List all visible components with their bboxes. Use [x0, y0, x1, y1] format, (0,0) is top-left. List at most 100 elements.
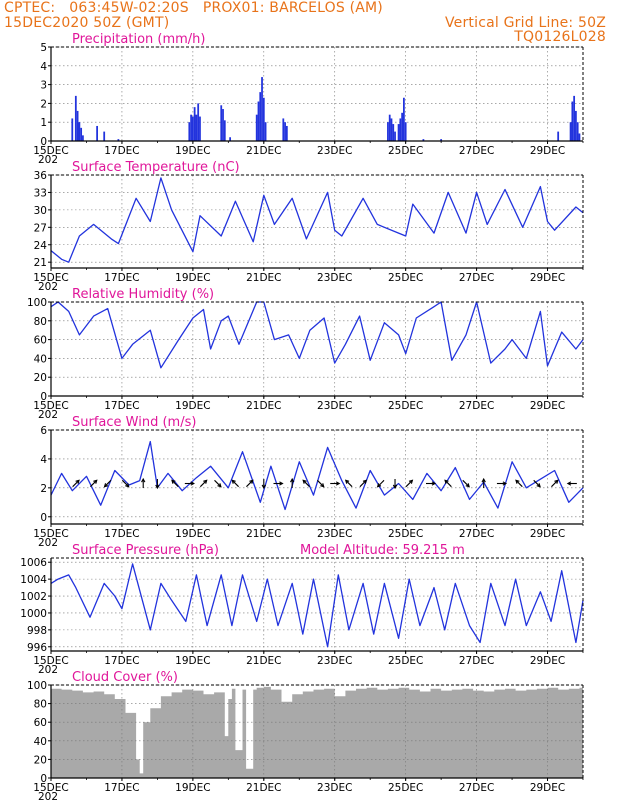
panel-1-bar-29 [387, 122, 389, 141]
panel-4-wind-arrow-19 [359, 479, 367, 488]
panel-4-wind-arrow-head-1 [93, 479, 98, 484]
panel-5-ytick-1: 998 [27, 625, 47, 637]
panel-4-wind-arrow-head-6 [171, 479, 176, 484]
panel-4-wind-arrow-head-24 [444, 479, 449, 484]
panel-1-plot-area [51, 47, 583, 141]
panel-1-bar-1 [74, 95, 77, 141]
panel-1-bar-37 [403, 97, 405, 141]
panel-6-ytick-4: 80 [34, 699, 47, 711]
panel-4-wind-arrow-head-4 [141, 477, 146, 483]
panel-1-year-fragment: 202 [38, 154, 58, 166]
header-line1: CPTEC: 063:45W-02:20S PROX01: BARCELOS (… [4, 0, 383, 16]
panel-4-wind-arrow-head-8 [203, 479, 208, 484]
panel-1-bar-30 [388, 114, 391, 141]
panel-4-wind-arrow-16 [316, 479, 325, 488]
panel-1-bar-25 [264, 122, 267, 141]
panel-1-xtick-4: 23DEC [317, 145, 352, 157]
panel-5-xtick-4: 23DEC [317, 655, 352, 667]
panel-6-title: Cloud Cover (%) [72, 670, 178, 685]
panel-5-ytick-2: 1000 [20, 608, 47, 620]
panel-4-wind-arrow-head-3 [125, 483, 130, 488]
panel-4-wind-arrow-9 [214, 479, 222, 488]
panel-1-bar-43 [571, 101, 574, 141]
panel-2-xtick-2: 19DEC [175, 272, 210, 284]
panel-4-wind-arrow-head-12 [261, 484, 266, 490]
panel-4-ytick-0: 0 [40, 512, 47, 524]
panel-3-ytick-0: 0 [40, 391, 47, 403]
panel-4-wind-arrow-head-21 [392, 484, 398, 490]
panel-4-xtick-5: 25DEC [388, 528, 423, 540]
panel-1-bar-20 [255, 114, 258, 141]
panel-1-bar-34 [397, 124, 400, 141]
panel-6-ytick-5: 100 [27, 680, 47, 692]
panel-4-wind-arrow-head-11 [249, 479, 254, 484]
panel-1-ytick-4: 4 [40, 61, 47, 73]
panel-3-ytick-4: 80 [34, 316, 47, 328]
panel-4-wind-arrow-head-13 [279, 481, 284, 486]
panel-1-bar-15 [199, 116, 201, 141]
panel-5-plot-area [51, 558, 583, 651]
panel-1-bar-0 [71, 118, 74, 141]
panel-4-year-fragment: 202 [38, 537, 58, 549]
panel-4-wind-arrow-head-26 [481, 477, 486, 483]
header-model-id: TQ0126L028 [514, 29, 606, 45]
panel-1-xtick-3: 21DEC [246, 145, 281, 157]
panel-4-wind-arrow-15 [302, 479, 310, 488]
panel-4-wind-arrow-head-29 [536, 483, 541, 488]
panel-6-xtick-2: 19DEC [175, 782, 210, 794]
panel-1-bar-3 [78, 122, 81, 141]
panel-6-xtick-1: 17DEC [104, 782, 139, 794]
panel-4-xtick-4: 23DEC [317, 528, 352, 540]
panel-3-year-fragment: 202 [38, 409, 58, 421]
panel-5-ytick-4: 1004 [20, 574, 47, 586]
panel-1-bar-28 [285, 125, 288, 141]
panel-6-xtick-4: 23DEC [317, 782, 352, 794]
panel-3-ytick-1: 20 [34, 372, 47, 384]
panel-1-xtick-6: 27DEC [459, 145, 494, 157]
panel-5-ytick-5: 1006 [20, 557, 47, 569]
panel-4-plot-area [51, 430, 583, 524]
panel-4-wind-arrow-0 [72, 479, 80, 488]
panel-5-series-line [50, 563, 584, 648]
panel-4-wind-arrow-2 [104, 479, 112, 488]
panel-5-xtick-3: 21DEC [246, 655, 281, 667]
header-date: 15DEC2020 50Z (GMT) [4, 15, 170, 31]
panel-4-ytick-1: 2 [40, 483, 47, 495]
panel-3-xtick-5: 25DEC [388, 400, 423, 412]
panel-4-wind-arrow-8 [199, 479, 208, 488]
panel-1-xtick-1: 17DEC [104, 145, 139, 157]
panel-4-wind-arrow-28 [515, 479, 523, 488]
panel-4-wind-arrow-head-5 [155, 484, 160, 490]
panel-3-ytick-3: 60 [34, 335, 47, 347]
panel-1-bar-14 [197, 103, 200, 141]
panel-4-wind-arrow-head-9 [217, 483, 222, 488]
panel-1-bar-26 [282, 118, 285, 141]
panel-3-ytick-5: 100 [27, 297, 47, 309]
panel-2-year-fragment: 202 [38, 281, 58, 293]
panel-1-ytick-3: 3 [40, 80, 47, 92]
panel-1-bar-44 [573, 95, 576, 141]
panel-1-bar-22 [259, 92, 262, 141]
panel-1-bar-41 [557, 131, 560, 141]
panel-4-wind-arrow-head-2 [103, 483, 109, 488]
panel-1-bar-33 [394, 131, 396, 141]
panel-6-xtick-5: 25DEC [388, 782, 423, 794]
panel-2-xtick-4: 23DEC [317, 272, 352, 284]
panel-1-bar-47 [578, 133, 581, 141]
panel-4-xtick-7: 29DEC [530, 528, 565, 540]
panel-5-xtick-2: 19DEC [175, 655, 210, 667]
panel-2-xtick-7: 29DEC [530, 272, 565, 284]
panel-2-ytick-3: 30 [34, 205, 47, 217]
panel-1-bar-21 [257, 101, 260, 141]
panel-5-xtick-1: 17DEC [104, 655, 139, 667]
panel-6-ytick-3: 60 [34, 717, 47, 729]
panel-1-bar-40 [440, 139, 443, 141]
panel-2-ytick-2: 27 [34, 222, 47, 234]
panel-4-wind-arrow-head-18 [344, 479, 350, 484]
panel-4-wind-arrow-10 [231, 479, 239, 488]
panel-5-xtick-6: 27DEC [459, 655, 494, 667]
panel-5-xtick-5: 25DEC [388, 655, 423, 667]
panel-1-bar-9 [188, 122, 191, 141]
panel-1-ytick-2: 2 [40, 98, 47, 110]
